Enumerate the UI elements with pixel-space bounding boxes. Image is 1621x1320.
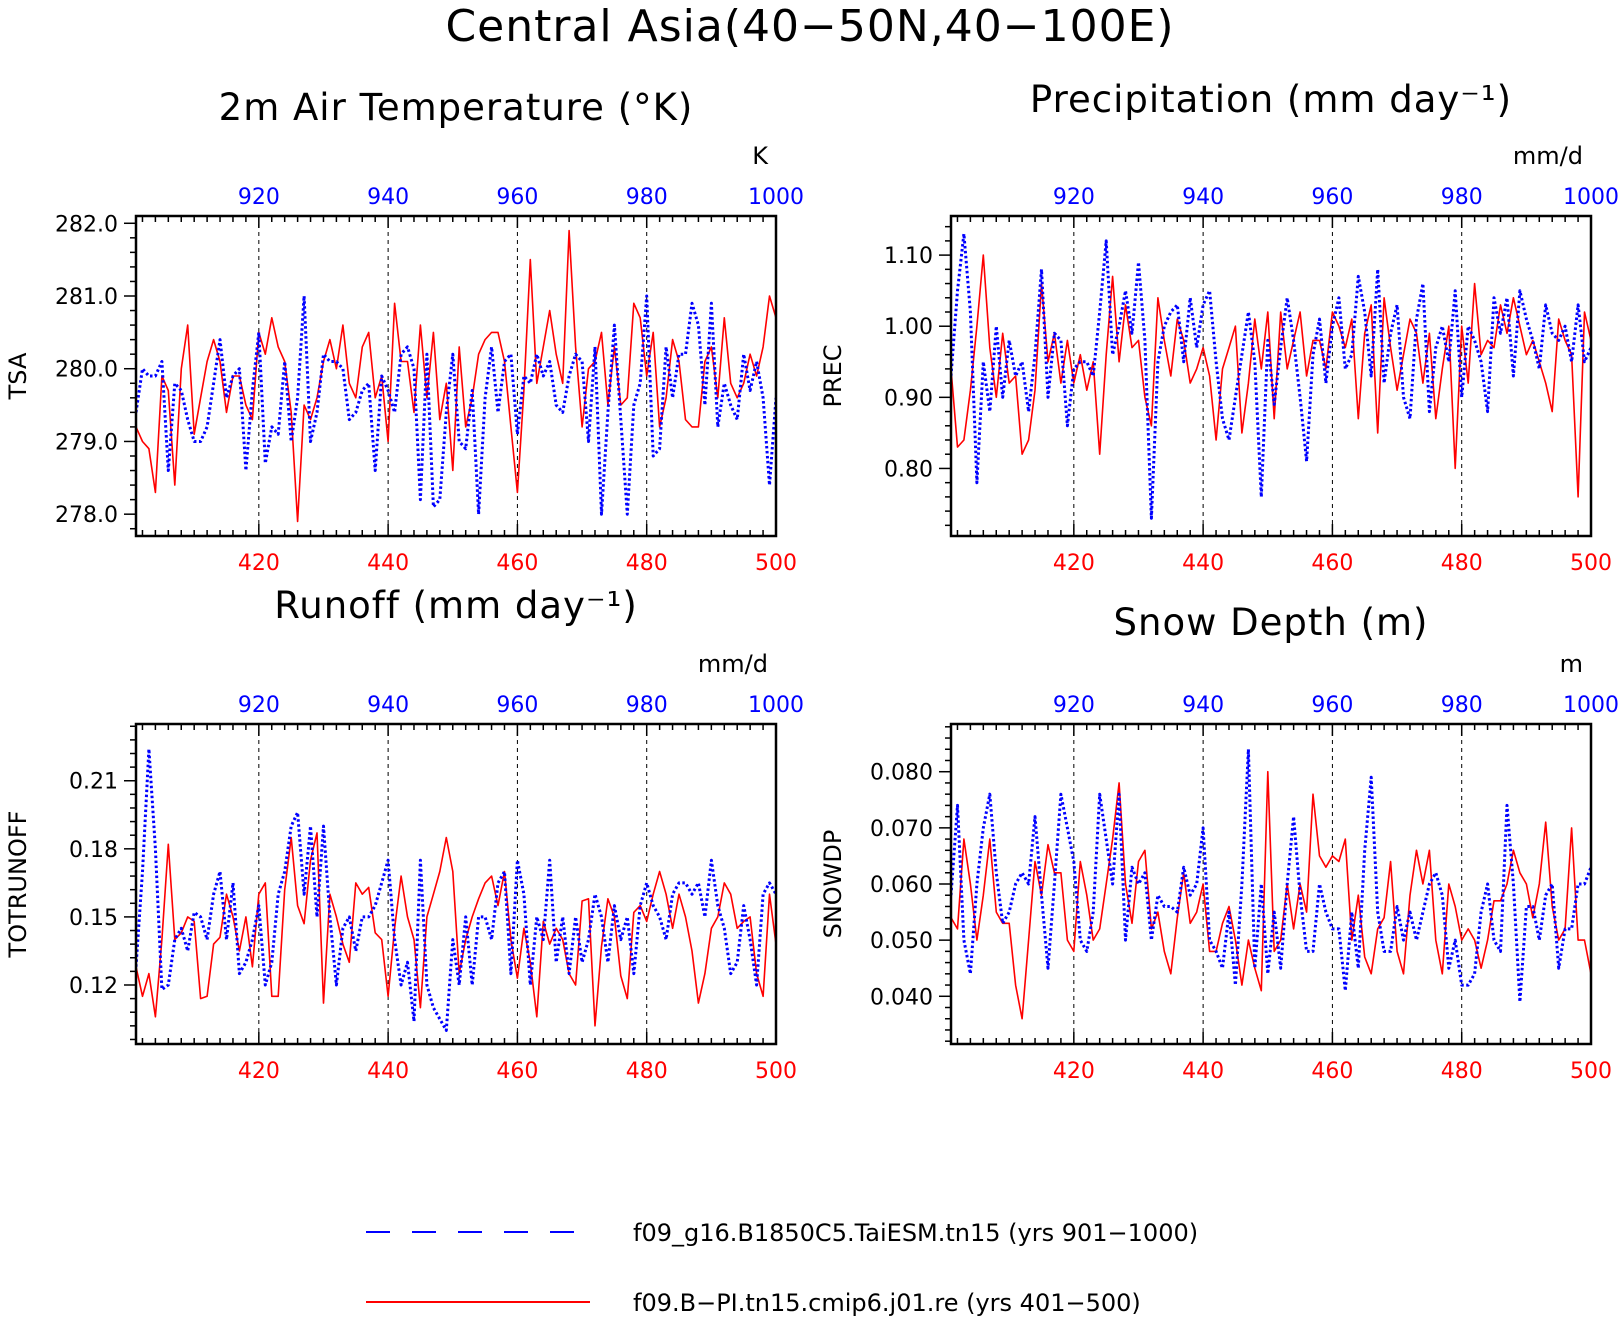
x-tick-label: 500 (755, 1059, 797, 1084)
y-tick-label: 0.15 (69, 906, 118, 931)
y-tick-label: 1.00 (884, 315, 933, 340)
y-tick-label: 0.060 (870, 873, 933, 898)
x-top-tick-label: 960 (496, 693, 538, 718)
x-top-tick-label: 1000 (748, 693, 804, 718)
x-top-tick-label: 1000 (748, 185, 804, 210)
x-tick-label: 480 (626, 551, 668, 576)
legend-label-cmip6: f09.B−PI.tn15.cmip6.j01.re (yrs 401−500) (633, 1289, 1141, 1317)
x-top-tick-label: 980 (1441, 693, 1483, 718)
panel-title-tsa: 2m Air Temperature (°K) (219, 86, 694, 129)
x-tick-label: 440 (367, 551, 409, 576)
y-tick-label: 0.12 (69, 974, 118, 999)
y-tick-label: 281.0 (55, 285, 118, 310)
x-top-tick-label: 920 (1053, 693, 1095, 718)
x-tick-label: 420 (1053, 551, 1095, 576)
y-tick-label: 0.18 (69, 838, 118, 863)
x-tick-label: 480 (1441, 1059, 1483, 1084)
y-axis-label: SNOWDP (819, 830, 847, 939)
y-tick-label: 0.040 (870, 985, 933, 1010)
panel-tsa: 2m Air Temperature (°K) 420 440 460 480 500 92… (4, 86, 804, 576)
x-top-tick-label: 960 (1311, 693, 1353, 718)
x-top-tick-label: 1000 (1563, 185, 1619, 210)
x-tick-label: 480 (626, 1059, 668, 1084)
x-tick-label: 440 (1182, 551, 1224, 576)
x-tick-label: 420 (238, 551, 280, 576)
series-line-taiesm (951, 232, 1591, 520)
y-tick-label: 0.070 (870, 817, 933, 842)
y-tick-label: 0.21 (69, 770, 118, 795)
x-tick-label: 440 (1182, 1059, 1224, 1084)
unit-label: mm/d (698, 650, 768, 678)
x-top-tick-label: 1000 (1563, 693, 1619, 718)
plot-frame (134, 214, 778, 538)
series-line-taiesm (136, 747, 776, 1032)
unit-label: m (1560, 650, 1583, 678)
x-top-tick-label: 940 (1182, 693, 1224, 718)
plot-frame (134, 722, 778, 1046)
legend-label-taiesm: f09_g16.B1850C5.TaiESM.tn15 (yrs 901−100… (633, 1219, 1198, 1247)
x-top-tick-label: 960 (1311, 185, 1353, 210)
unit-label: mm/d (1513, 142, 1583, 170)
panel-title-totrunoff: Runoff (mm day⁻¹) (274, 584, 638, 627)
y-axis-label: PREC (819, 344, 847, 407)
plot-frame (949, 214, 1593, 538)
x-tick-label: 500 (1570, 551, 1612, 576)
panel-totrunoff: Runoff (mm day⁻¹) 420 440 460 480 500 920 940 96… (4, 584, 804, 1084)
x-tick-label: 460 (496, 551, 538, 576)
y-tick-label: 0.050 (870, 929, 933, 954)
x-top-tick-label: 920 (238, 185, 280, 210)
y-tick-label: 279.0 (55, 430, 118, 455)
series-line-taiesm (951, 747, 1591, 1004)
x-top-tick-label: 980 (626, 693, 668, 718)
panel-title-prec: Precipitation (mm day⁻¹) (1030, 78, 1512, 121)
y-tick-label: 280.0 (55, 358, 118, 383)
legend: f09_g16.B1850C5.TaiESM.tn15 (yrs 901−100… (366, 1219, 1198, 1317)
y-tick-label: 1.10 (884, 244, 933, 269)
y-tick-label: 0.080 (870, 761, 933, 786)
x-tick-label: 500 (1570, 1059, 1612, 1084)
x-tick-label: 420 (238, 1059, 280, 1084)
y-axis-label: TOTRUNOFF (4, 811, 32, 959)
series-line-cmip6 (951, 770, 1591, 1020)
x-tick-label: 440 (367, 1059, 409, 1084)
series-line-taiesm (136, 294, 776, 516)
y-tick-label: 0.90 (884, 386, 933, 411)
unit-label: K (752, 142, 769, 170)
x-tick-label: 500 (755, 551, 797, 576)
panel-title-snowdp: Snow Depth (m) (1114, 601, 1429, 644)
x-top-tick-label: 920 (1053, 185, 1095, 210)
x-top-tick-label: 960 (496, 185, 538, 210)
panel-snowdp: Snow Depth (m) 420 440 460 480 500 920 940 960 98… (819, 601, 1619, 1084)
x-top-tick-label: 940 (367, 185, 409, 210)
x-top-tick-label: 940 (1182, 185, 1224, 210)
x-top-tick-label: 920 (238, 693, 280, 718)
x-tick-label: 480 (1441, 551, 1483, 576)
x-tick-label: 420 (1053, 1059, 1095, 1084)
panel-prec: Precipitation (mm day⁻¹) 420 440 460 480 500 9… (819, 78, 1619, 576)
main-title: Central Asia(40−50N,40−100E) (445, 1, 1174, 52)
x-tick-label: 460 (496, 1059, 538, 1084)
y-tick-label: 278.0 (55, 503, 118, 528)
y-axis-label: TSA (4, 352, 32, 400)
x-top-tick-label: 940 (367, 693, 409, 718)
x-tick-label: 460 (1311, 551, 1353, 576)
x-top-tick-label: 980 (1441, 185, 1483, 210)
x-top-tick-label: 980 (626, 185, 668, 210)
series-line-cmip6 (136, 832, 776, 1027)
y-tick-label: 0.80 (884, 457, 933, 482)
x-tick-label: 460 (1311, 1059, 1353, 1084)
y-tick-label: 282.0 (55, 212, 118, 237)
panels: 2m Air Temperature (°K) 420 440 460 480 500 92… (4, 78, 1619, 1084)
series-line-cmip6 (136, 229, 776, 523)
